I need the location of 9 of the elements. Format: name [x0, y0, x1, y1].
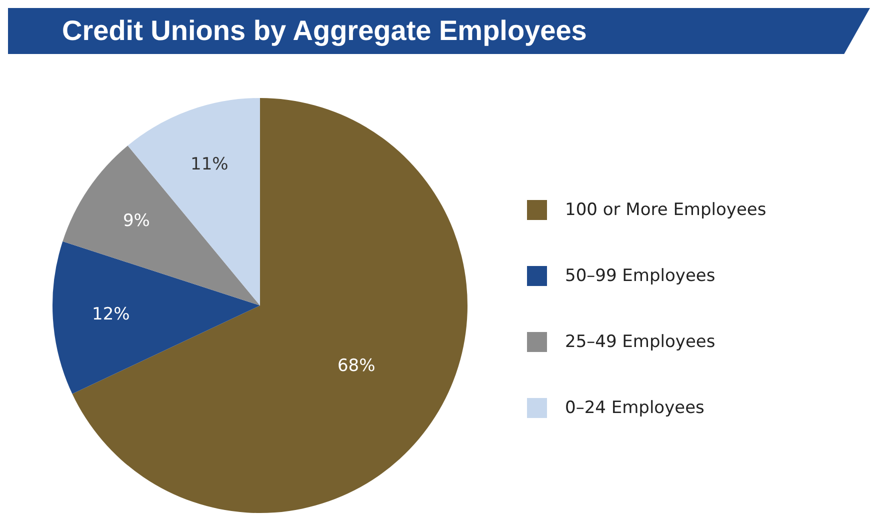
data-label: 12% [92, 304, 130, 324]
data-label: 11% [190, 154, 228, 174]
chart-title: Credit Unions by Aggregate Employees [8, 8, 870, 54]
legend-label: 0–24 Employees [565, 398, 704, 418]
data-label: 9% [122, 210, 150, 231]
legend-label: 50–99 Employees [565, 266, 716, 286]
legend-label: 25–49 Employees [565, 332, 716, 352]
data-label: 68% [337, 356, 376, 376]
legend-label: 100 or More Employees [565, 200, 766, 220]
